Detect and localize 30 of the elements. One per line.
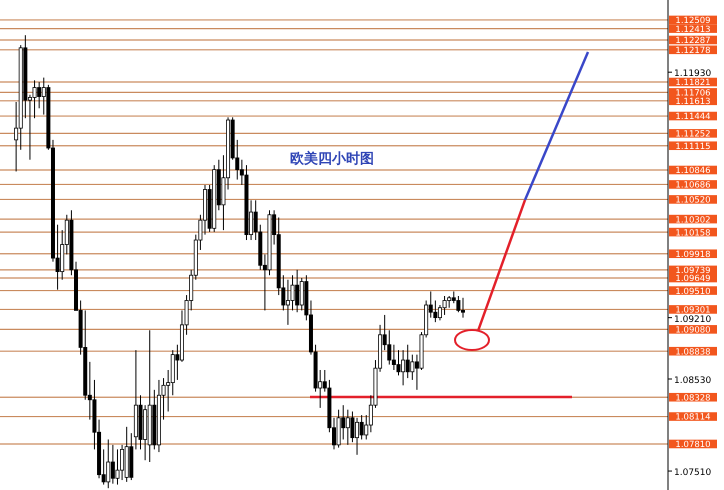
ref-line-label: 1.10520 <box>675 196 711 206</box>
ref-line-label: 1.11115 <box>675 142 711 152</box>
ref-line-label: 1.09510 <box>675 286 711 297</box>
y-tick-label: 1.11930 <box>674 69 712 80</box>
ref-line-label: 1.12413 <box>675 24 711 35</box>
ref-line-label: 1.12287 <box>675 36 711 46</box>
ref-line-label: 1.10158 <box>675 228 711 238</box>
ref-line-label: 1.09301 <box>675 306 711 316</box>
ref-line-label: 1.11252 <box>675 130 711 140</box>
ref-line-label: 1.11821 <box>675 78 711 88</box>
ref-line-label: 1.08328 <box>675 393 711 404</box>
ref-line-label: 1.10302 <box>675 215 711 226</box>
ref-line-label: 1.09649 <box>675 274 711 284</box>
ref-line-label: 1.08838 <box>675 347 711 358</box>
ref-line-label: 1.11444 <box>675 112 711 122</box>
ref-line-label: 1.11613 <box>675 96 711 107</box>
y-tick-label: 1.07510 <box>674 468 712 478</box>
ref-line-label: 1.12509 <box>675 16 711 26</box>
ref-line-label: 1.10686 <box>675 180 711 191</box>
text: 欧美四小时图 <box>290 150 374 167</box>
ref-line-label: 1.07810 <box>675 440 711 450</box>
ref-line-label: 1.08114 <box>675 412 711 423</box>
candlestick <box>460 297 465 318</box>
ref-line-label: 1.11706 <box>675 88 711 99</box>
y-tick-label: 1.08530 <box>674 376 712 386</box>
ref-line-label: 1.10846 <box>675 166 711 176</box>
ref-line-label: 1.09918 <box>675 250 711 260</box>
ref-line-label: 1.12178 <box>675 46 711 56</box>
y-tick-label: 1.09210 <box>674 315 712 326</box>
ref-line-label: 1.09080 <box>675 326 711 336</box>
